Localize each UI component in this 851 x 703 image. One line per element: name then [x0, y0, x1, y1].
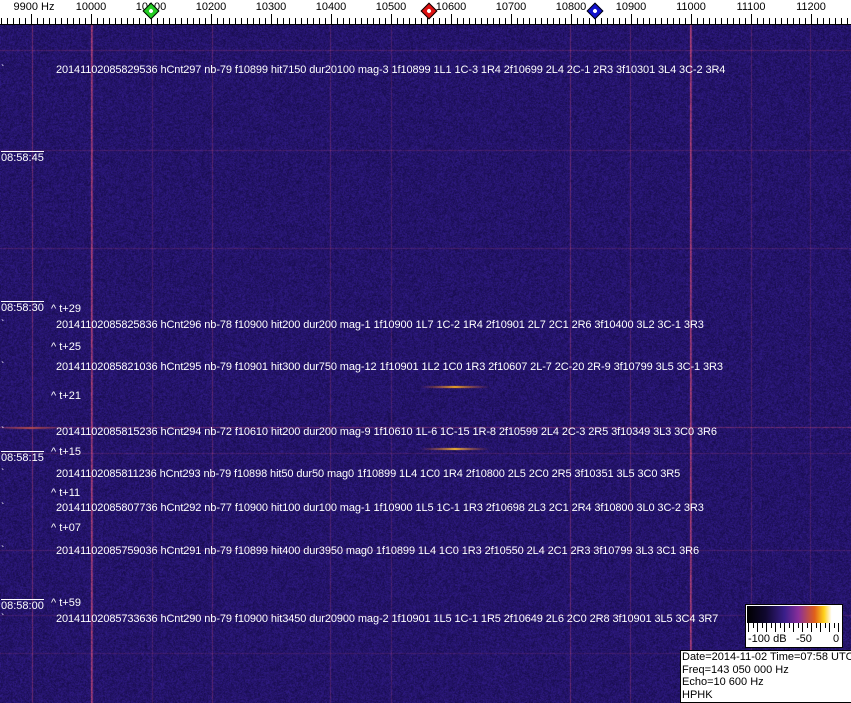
event-tick-mark: `: [1, 470, 4, 478]
colorbar-gradient: [747, 606, 841, 623]
frequency-label: 10500: [376, 1, 407, 13]
detection-line: 20141102085815236 hCnt294 nb-72 f10610 h…: [56, 426, 717, 439]
detection-line: 20141102085829536 hCnt297 nb-79 f10899 h…: [56, 64, 725, 77]
frequency-label: 10400: [316, 1, 347, 13]
frequency-label: 9900 Hz: [14, 1, 55, 13]
colorbar-label-min: -100 dB: [748, 633, 787, 645]
colorbar-legend: -100 dB -50 0: [745, 604, 843, 648]
frequency-label: 10600: [436, 1, 467, 13]
info-echo: Echo=10 600 Hz: [682, 676, 851, 689]
time-offset-label: ^ t+59: [51, 597, 81, 610]
detection-line: 20141102085807736 hCnt292 nb-77 f10900 h…: [56, 502, 704, 515]
time-label: 08:58:15: [1, 451, 44, 464]
colorbar-label-mid: -50: [796, 633, 812, 645]
detection-line: 20141102085759036 hCnt291 nb-79 f10899 h…: [56, 545, 699, 558]
colorbar-label-max: 0: [833, 633, 839, 645]
time-offset-label: ^ t+25: [51, 341, 81, 354]
info-freq: Freq=143 050 000 Hz: [682, 664, 851, 677]
event-tick-mark: `: [1, 615, 4, 623]
time-offset-label: ^ t+15: [51, 446, 81, 459]
detection-line: 20141102085733636 hCnt290 nb-79 f10900 h…: [56, 613, 718, 626]
frequency-label: 10800: [556, 1, 587, 13]
time-offset-label: ^ t+29: [51, 303, 81, 316]
event-tick-mark: `: [1, 363, 4, 371]
detection-line: 20141102085821036 hCnt295 nb-79 f10901 h…: [56, 361, 723, 374]
info-date-time: Date=2014-11-02 Time=07:58 UTC: [682, 651, 851, 664]
frequency-axis: 9900 Hz100001010010200103001040010500106…: [0, 0, 851, 25]
event-tick-mark: `: [1, 547, 4, 555]
event-tick-mark: `: [1, 428, 4, 436]
frequency-label: 10700: [496, 1, 527, 13]
frequency-label: 11100: [737, 1, 766, 13]
event-tick-mark: `: [1, 504, 4, 512]
frequency-label: 10900: [616, 1, 647, 13]
detection-line: 20141102085825836 hCnt296 nb-78 f10900 h…: [56, 319, 704, 332]
time-label: 08:58:00: [1, 599, 44, 612]
frequency-label: 11200: [796, 1, 826, 13]
info-box: Date=2014-11-02 Time=07:58 UTC Freq=143 …: [680, 650, 851, 703]
event-tick-mark: `: [1, 66, 4, 74]
info-station: HPHK: [682, 689, 851, 702]
frequency-label: 11000: [676, 1, 706, 13]
time-offset-label: ^ t+21: [51, 390, 81, 403]
frequency-label: 10200: [196, 1, 227, 13]
frequency-label: 10300: [256, 1, 287, 13]
frequency-label: 10000: [76, 1, 107, 13]
event-tick-mark: `: [1, 321, 4, 329]
time-label: 08:58:30: [1, 301, 44, 314]
time-offset-label: ^ t+11: [51, 487, 80, 500]
detection-line: 20141102085811236 hCnt293 nb-79 f10898 h…: [56, 468, 680, 481]
time-offset-label: ^ t+07: [51, 522, 81, 535]
time-label: 08:58:45: [1, 151, 44, 164]
